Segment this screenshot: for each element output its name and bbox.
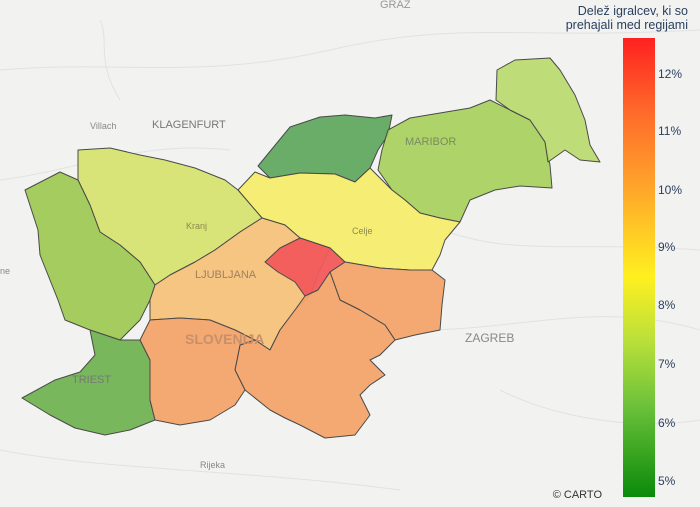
- colorbar-tick: 12%: [658, 67, 683, 81]
- place-ljubljana: LJUBLJANA: [195, 269, 257, 281]
- region-primorsko-notranjska[interactable]: [139, 317, 256, 426]
- colorbar: [623, 38, 655, 497]
- legend-title-line1: Delež igralcev, ki so: [577, 4, 688, 18]
- place-villach: Villach: [90, 121, 116, 131]
- place-kranj: Kranj: [186, 221, 207, 231]
- place-triest: TRIEST: [72, 374, 111, 386]
- colorbar-tick: 5%: [658, 474, 676, 488]
- place-klagenfurt: KLAGENFURT: [152, 119, 226, 131]
- place-zagreb: ZAGREB: [465, 331, 514, 345]
- colorbar-tick: 10%: [658, 183, 683, 197]
- place-graz: GRAZ: [380, 0, 411, 11]
- place-maribor: MARIBOR: [405, 136, 456, 148]
- carto-credit[interactable]: © CARTO: [552, 489, 602, 501]
- region-goriska[interactable]: [24, 171, 156, 341]
- region-pomurska[interactable]: [495, 57, 601, 163]
- place-rijeka: Rijeka: [200, 460, 225, 470]
- place-celje: Celje: [352, 226, 373, 236]
- colorbar-tick: 6%: [658, 416, 676, 430]
- colorbar-tick: 11%: [658, 124, 682, 138]
- colorbar-tick: 9%: [658, 240, 676, 254]
- place-slovenia: SLOVENIJA: [185, 331, 264, 347]
- place-ne: ne: [0, 266, 10, 276]
- colorbar-tick: 8%: [658, 298, 676, 312]
- legend-title: Delež igralcev, ki so prehajali med regi…: [538, 4, 688, 32]
- legend-title-line2: prehajali med regijami: [565, 18, 688, 32]
- place-labels: GRAZ Villach KLAGENFURT MARIBOR Kranj Ce…: [0, 0, 514, 470]
- colorbar-tick: 7%: [658, 357, 676, 371]
